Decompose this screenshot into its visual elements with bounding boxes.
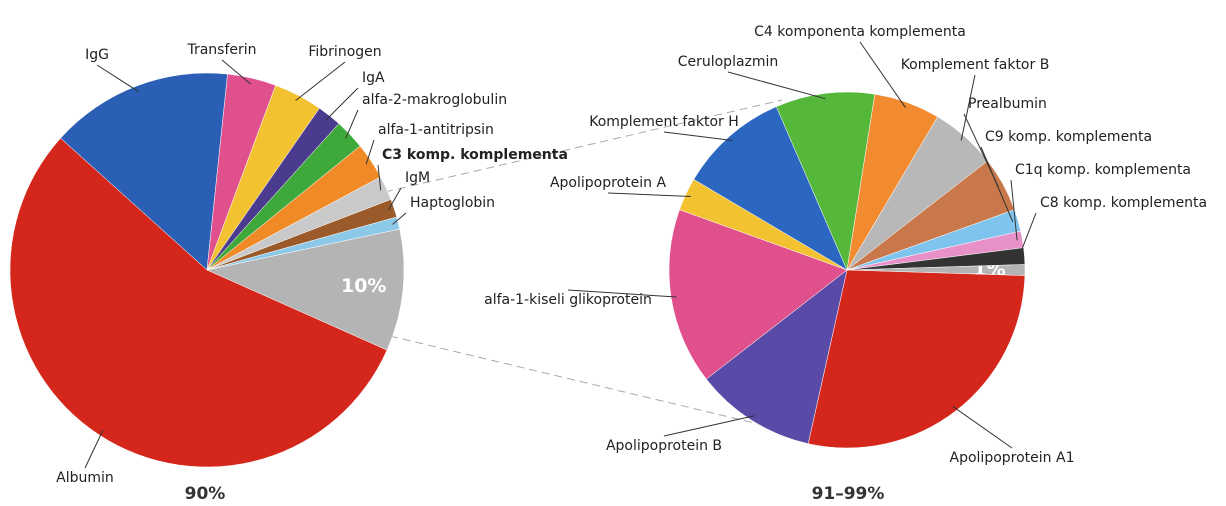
- category-label: Apolipoprotein A: [550, 175, 666, 191]
- leader-line: [392, 212, 407, 225]
- category-label: C9 komp. komplementa: [985, 129, 1152, 145]
- category-label: alfa-1-antitripsin: [378, 122, 494, 138]
- category-label: C8 komp. komplementa: [1040, 195, 1207, 211]
- pie-slice: [206, 228, 405, 351]
- category-label: C4 komponenta komplementa: [754, 24, 966, 40]
- leader-line: [980, 146, 1014, 223]
- category-label: IgM: [405, 170, 430, 186]
- category-label: C3 komp. komplementa: [382, 147, 568, 163]
- pie-slice: [807, 269, 1026, 449]
- leader-line: [1010, 179, 1018, 241]
- category-label: Prealbumin: [968, 96, 1047, 112]
- pie-slice: [9, 137, 388, 468]
- leader-line: [345, 109, 359, 139]
- connector: [384, 99, 783, 193]
- leader-line: [1018, 212, 1037, 257]
- leader-line: [952, 406, 1013, 449]
- pie-slice: [775, 91, 876, 271]
- leader-line: [960, 74, 976, 141]
- category-label: Apolipoprotein B: [606, 438, 722, 454]
- pie-slice: [60, 72, 228, 271]
- leader-line: [377, 164, 382, 191]
- leader-line: [607, 192, 691, 197]
- category-label: alfa-1-kiseli glikoprotein: [484, 292, 652, 308]
- pie-slice: [706, 269, 848, 445]
- leader-line: [365, 139, 375, 165]
- category-label: Haptoglobin: [410, 195, 495, 211]
- leader-line: [325, 87, 359, 121]
- leader-line: [859, 41, 906, 108]
- connector: [389, 335, 793, 433]
- category-label: Komplement faktor B: [901, 57, 1050, 73]
- leader-line: [96, 64, 139, 93]
- leader-line: [84, 430, 104, 469]
- slice-value-label: 10%: [341, 275, 386, 297]
- category-label: Apolipoprotein A1: [950, 450, 1075, 466]
- category-label: Komplement faktor H: [589, 114, 739, 130]
- pie-caption: 90%: [185, 484, 226, 504]
- category-label: IgA: [362, 70, 385, 86]
- category-label: IgG: [85, 47, 109, 63]
- leader-line: [387, 187, 402, 211]
- category-label: Transferin: [186, 42, 256, 58]
- category-label: C1q komp. komplementa: [1015, 162, 1191, 178]
- pie-slice: [206, 216, 400, 271]
- category-label: Ceruloplazmin: [678, 54, 779, 70]
- leader-line: [295, 61, 346, 102]
- leader-line: [727, 71, 826, 100]
- leader-line: [221, 59, 251, 85]
- pie-slice: [693, 106, 848, 271]
- category-label: Fibrinogen: [308, 44, 381, 60]
- pie-caption: 91–99%: [812, 484, 885, 504]
- leader-line: [663, 131, 733, 141]
- category-label: Albumin: [56, 470, 114, 486]
- pie-slice: [668, 209, 848, 380]
- leader-line: [663, 415, 755, 437]
- category-label: alfa-2-makroglobulin: [362, 92, 507, 108]
- leader-line: [567, 289, 677, 298]
- pie-slice: [846, 247, 1026, 271]
